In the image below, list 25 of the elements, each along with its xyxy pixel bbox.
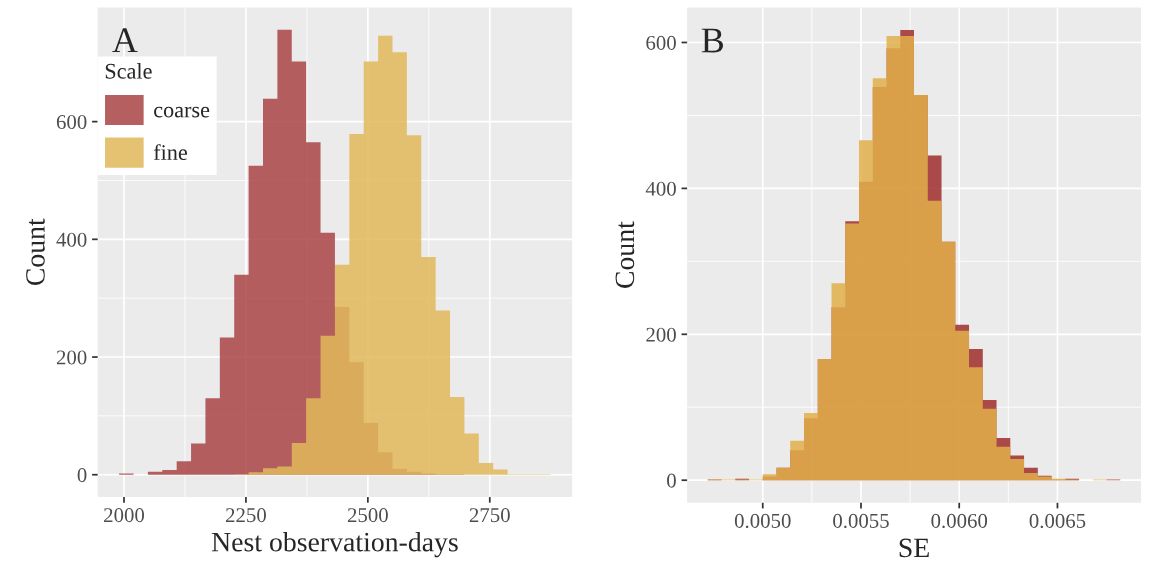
y-axis-title: Count: [26, 218, 45, 286]
y-axis-title: Count: [615, 221, 635, 288]
legend-label: coarse: [154, 106, 210, 118]
annotation: B: [701, 28, 724, 53]
y-tick-label: 600: [646, 35, 676, 50]
annotation: A: [112, 28, 138, 53]
y-tick-label: 0: [667, 473, 676, 488]
x-tick-label: 2000: [104, 508, 145, 523]
x-tick-label: 2250: [226, 508, 266, 523]
x-tick-label: 0.0050: [734, 513, 791, 528]
y-tick-label: 200: [56, 350, 87, 365]
x-tick-label: 0.0055: [833, 513, 889, 528]
x-tick-label: 0.0060: [931, 513, 988, 528]
y-tick-label: 0: [77, 468, 87, 483]
x-axis-title: SE: [899, 538, 929, 558]
y-tick-label: 600: [56, 115, 87, 130]
y-tick-label: 200: [646, 327, 676, 342]
y-tick-label: 400: [56, 232, 87, 247]
legend-label: fine: [153, 144, 187, 161]
y-tick-label: 400: [645, 181, 676, 196]
x-axis-title: Nest observation-days: [211, 531, 458, 558]
legend-title: Scale: [105, 63, 152, 79]
x-tick-label: 0.0065: [1029, 513, 1086, 528]
x-tick-label: 2500: [347, 508, 388, 523]
x-tick-label: 2750: [469, 508, 510, 523]
